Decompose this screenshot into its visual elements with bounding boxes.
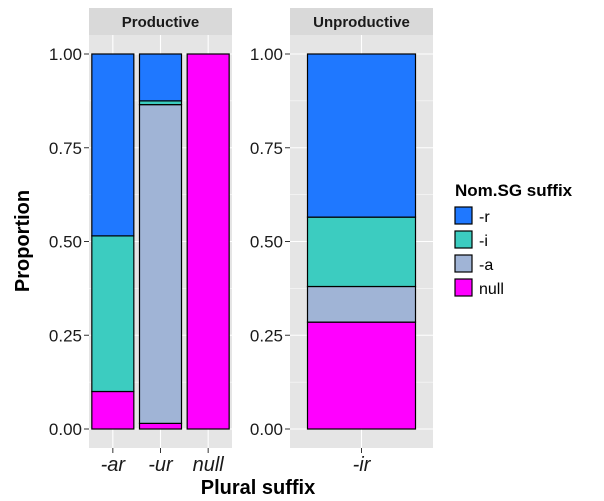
x-axis-title: Plural suffix	[201, 477, 315, 499]
x-tick-label: -ar	[101, 454, 127, 476]
facet-label: Unproductive	[313, 14, 410, 31]
y-tick-label: 1.00	[250, 45, 283, 64]
bar-segment-ur-r	[138, 53, 183, 102]
y-tick-label: 0.25	[250, 326, 283, 345]
legend-key-a	[454, 254, 473, 273]
legend-label: null	[479, 281, 504, 298]
bar-segment-ir-a	[306, 285, 417, 323]
bar-segment-ar-i	[91, 235, 135, 393]
legend-key-i	[454, 230, 473, 249]
legend-key-null	[454, 278, 473, 297]
legend-label: -r	[479, 209, 490, 226]
x-tick-label: null	[193, 454, 225, 476]
bar-segment-ar-r	[91, 53, 135, 237]
facet-label: Productive	[122, 14, 200, 31]
y-tick-label: 0.75	[250, 139, 283, 158]
bar-segment-ur-null	[138, 422, 183, 430]
x-tick-label: -ur	[148, 454, 174, 476]
x-tick-label: -ir	[353, 454, 372, 476]
legend-label: -a	[479, 257, 493, 274]
y-axis-title: Proportion	[12, 190, 34, 292]
facet-strip	[290, 8, 433, 35]
bar-segment-null-null	[186, 53, 230, 430]
facet-panels: Productive Unproductive	[89, 8, 433, 448]
legend: Nom.SG suffix -r -i -a null	[454, 181, 573, 298]
bar-segment-ir-r	[306, 53, 417, 218]
legend-label: -i	[479, 233, 488, 250]
bar-segment-ir-i	[306, 216, 417, 288]
y-tick-label: 0.50	[250, 233, 283, 252]
facet-strip	[89, 8, 232, 35]
bar-segment-ar-null	[91, 390, 135, 430]
y-tick-label: 0.25	[49, 326, 82, 345]
x-axes: -ar -ur null -ir	[101, 448, 372, 476]
facet-panel-1: Productive	[89, 8, 232, 448]
y-tick-label: 1.00	[49, 45, 82, 64]
y-tick-label: 0.00	[250, 420, 283, 439]
bar-segment-ir-null	[306, 321, 417, 430]
bar-segment-ur-a	[138, 104, 183, 424]
y-axes: 0.00 0.25 0.50 0.75 1.00 0.00 0.25 0.50 0.75 1.00	[49, 45, 290, 439]
y-tick-label: 0.75	[49, 139, 82, 158]
legend-key-r	[454, 206, 473, 225]
legend-items: -r -i -a null	[454, 206, 504, 298]
legend-title: Nom.SG suffix	[455, 181, 573, 200]
y-tick-label: 0.50	[49, 233, 82, 252]
y-tick-label: 0.00	[49, 420, 82, 439]
facet-panel-2: Unproductive	[290, 8, 433, 448]
